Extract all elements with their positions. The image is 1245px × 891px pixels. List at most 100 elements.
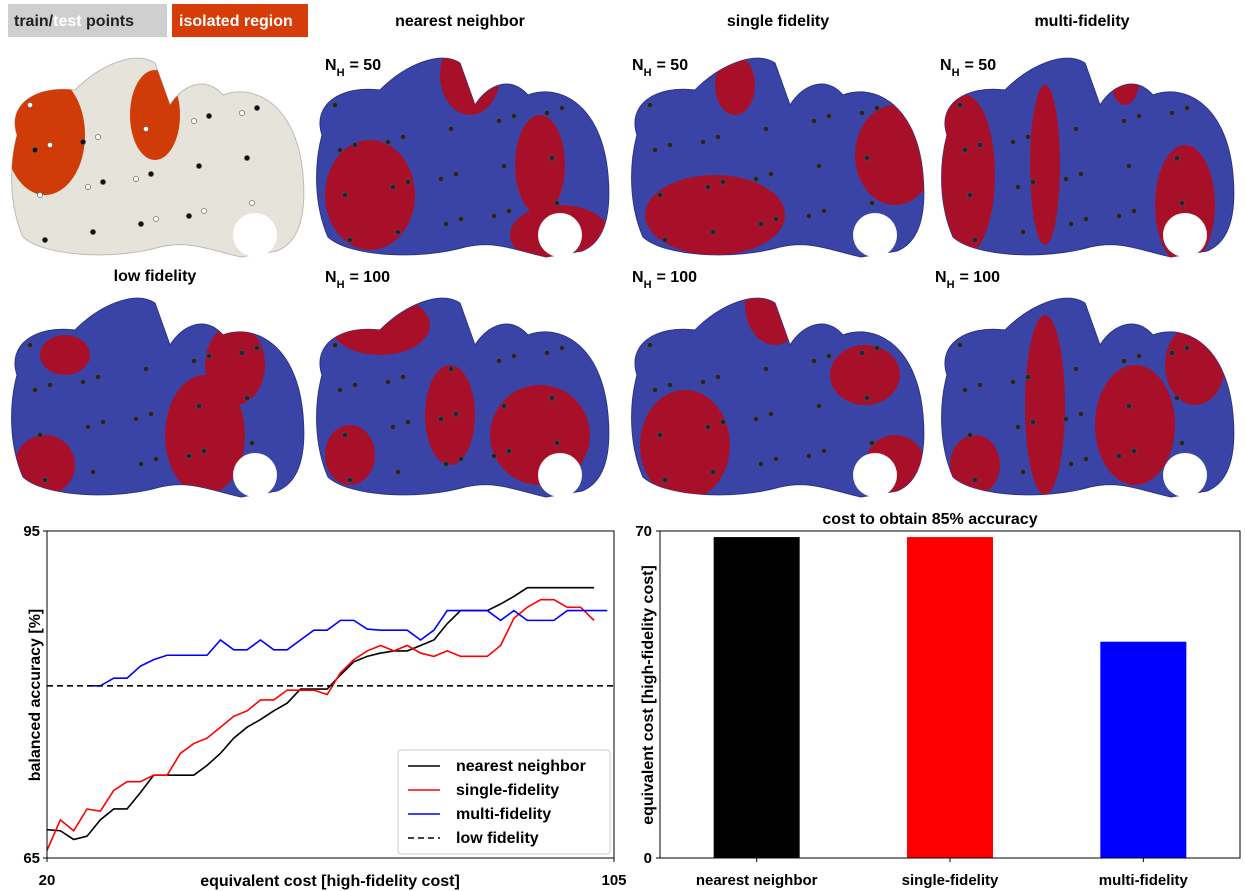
heart-point xyxy=(458,456,463,461)
heart-point xyxy=(90,229,95,234)
heart-point xyxy=(506,208,511,213)
x-tick-label: single-fidelity xyxy=(902,872,999,889)
heart-point xyxy=(153,456,158,461)
heart-point xyxy=(511,113,516,118)
heart-point xyxy=(1020,469,1025,474)
heart-patch xyxy=(1165,325,1225,405)
heart-hole xyxy=(853,213,897,257)
heart-point xyxy=(453,171,458,176)
n-label: NH= 100 xyxy=(935,269,1000,291)
heart-point xyxy=(85,424,90,429)
row-title: low fidelity xyxy=(114,268,197,285)
heart-point xyxy=(962,387,967,392)
heart-point xyxy=(47,382,52,387)
n-value: = 100 xyxy=(350,269,391,286)
heart-point xyxy=(1136,353,1141,358)
heart-point xyxy=(148,171,153,176)
heart-patch xyxy=(950,435,1000,495)
heart-render xyxy=(935,45,1234,265)
heart-patch xyxy=(745,265,805,345)
heart-point xyxy=(37,192,42,197)
heart-point xyxy=(1020,229,1025,234)
heart-point xyxy=(496,358,501,363)
heart-point xyxy=(773,216,778,221)
legend-label: single-fidelity xyxy=(456,782,559,799)
heart-point xyxy=(1063,176,1068,181)
heart-point xyxy=(395,229,400,234)
heart-point xyxy=(239,350,244,355)
heart-patch xyxy=(515,115,565,215)
heart-point xyxy=(1126,163,1131,168)
heart-patch xyxy=(325,425,375,485)
legend-label: nearest neighbor xyxy=(456,758,586,775)
heart-point xyxy=(967,432,972,437)
heart-point xyxy=(705,424,710,429)
heart-point xyxy=(501,163,506,168)
heart-point xyxy=(864,395,869,400)
heart-point xyxy=(201,448,206,453)
heart-render xyxy=(632,55,935,257)
legend-part: points xyxy=(82,13,135,30)
bar xyxy=(1100,642,1186,858)
heart-point xyxy=(667,382,672,387)
heart-point xyxy=(448,126,453,131)
heart-point xyxy=(1131,208,1136,213)
heart-patch xyxy=(1110,45,1140,105)
heart-point xyxy=(1174,395,1179,400)
n-subscript: H xyxy=(337,67,345,79)
bar xyxy=(714,537,800,858)
heart-point xyxy=(549,395,554,400)
heart-point xyxy=(874,105,879,110)
heart-point xyxy=(405,419,410,424)
heart-patch xyxy=(1025,315,1065,495)
heart-point xyxy=(1025,134,1030,139)
heart-point xyxy=(647,102,652,107)
heart-point xyxy=(400,134,405,139)
heart-point xyxy=(753,416,758,421)
heart-point xyxy=(342,192,347,197)
n-label: NH= 50 xyxy=(325,57,381,79)
heart-point xyxy=(1083,456,1088,461)
heart-point xyxy=(506,448,511,453)
heart-render xyxy=(5,58,304,257)
x-tick-label: 20 xyxy=(39,872,56,889)
heart-point xyxy=(811,118,816,123)
legend-label: multi-fidelity xyxy=(456,806,551,823)
n-subscript: H xyxy=(644,67,652,79)
bar xyxy=(907,537,993,858)
heart-point xyxy=(972,237,977,242)
heart-hole xyxy=(538,213,582,257)
heart-point xyxy=(32,387,37,392)
heart-point xyxy=(1116,213,1121,218)
n-symbol: N xyxy=(325,269,337,286)
x-tick-label: multi-fidelity xyxy=(1099,872,1189,889)
heart-hole xyxy=(853,453,897,497)
heart-hole xyxy=(1163,453,1207,497)
heart-point xyxy=(27,102,32,107)
heart-render xyxy=(632,265,925,500)
column-title: multi-fidelity xyxy=(1034,13,1129,30)
heart-point xyxy=(196,403,201,408)
heart-hole xyxy=(233,213,277,257)
heart-render xyxy=(317,295,609,497)
heart-point xyxy=(501,403,506,408)
heart-point xyxy=(85,184,90,189)
heart-point xyxy=(768,411,773,416)
heart-point xyxy=(37,432,42,437)
heart-point xyxy=(806,213,811,218)
heart-patch xyxy=(855,105,935,205)
heart-point xyxy=(957,342,962,347)
heart-patch xyxy=(715,55,755,115)
n-value: = 50 xyxy=(350,57,382,74)
figure: train/test points isolated region neares… xyxy=(0,0,1245,891)
column-title: nearest neighbor xyxy=(395,13,525,30)
heart-point xyxy=(511,353,516,358)
heart-point xyxy=(254,105,259,110)
heart-point xyxy=(148,411,153,416)
heart-point xyxy=(390,184,395,189)
heart-point xyxy=(249,200,254,205)
heart-point xyxy=(385,379,390,384)
heart-point xyxy=(758,461,763,466)
heart-point xyxy=(710,469,715,474)
heart-point xyxy=(100,179,105,184)
